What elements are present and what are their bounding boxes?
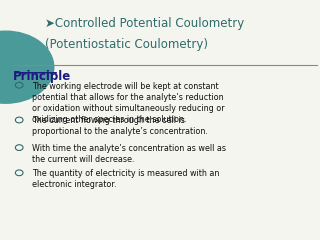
Text: The current flowing through the cell is
proportional to the analyte’s concentrat: The current flowing through the cell is …	[32, 116, 208, 137]
Text: With time the analyte’s concentration as well as
the current will decrease.: With time the analyte’s concentration as…	[32, 144, 226, 164]
Text: The quantity of electricity is measured with an
electronic integrator.: The quantity of electricity is measured …	[32, 169, 220, 189]
Text: Principle: Principle	[13, 70, 71, 83]
Circle shape	[0, 31, 54, 103]
Text: ➤Controlled Potential Coulometry: ➤Controlled Potential Coulometry	[45, 17, 244, 30]
Text: The working electrode will be kept at constant
potential that allows for the ana: The working electrode will be kept at co…	[32, 82, 225, 124]
Text: (Potentiostatic Coulometry): (Potentiostatic Coulometry)	[45, 38, 208, 51]
